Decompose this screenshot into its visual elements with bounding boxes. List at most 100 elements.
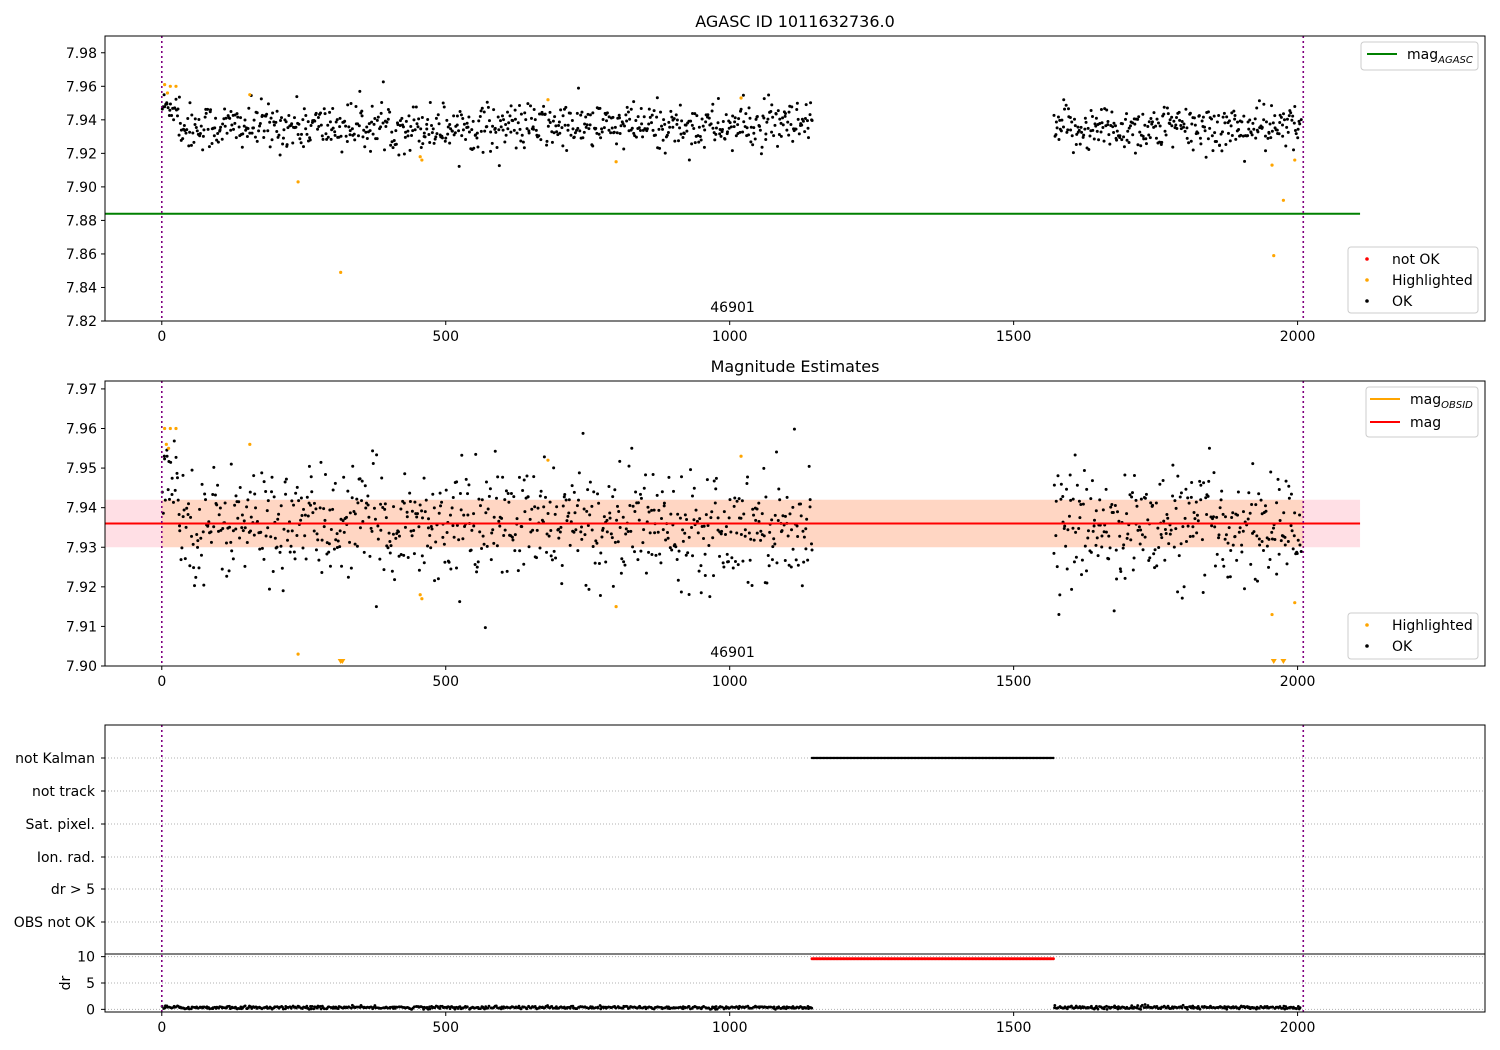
ok-point (801, 529, 805, 533)
highlighted-point (1281, 198, 1285, 202)
ok-point (732, 504, 736, 508)
ok-point (484, 511, 488, 515)
ok-point (1282, 112, 1286, 116)
ok-point (765, 581, 769, 585)
ok-point (1099, 108, 1103, 112)
ok-point (684, 553, 688, 557)
ok-point (689, 468, 693, 472)
ok-point (373, 517, 377, 521)
ok-point (430, 124, 434, 128)
ok-point (1170, 124, 1174, 128)
ok-point (1079, 502, 1083, 506)
ok-point (678, 126, 682, 130)
highlighted-point (248, 93, 252, 97)
ok-point (772, 134, 776, 138)
ok-point (690, 526, 694, 530)
ok-point (361, 520, 365, 524)
ok-point (1220, 489, 1224, 493)
ok-point (648, 115, 652, 119)
ok-point (217, 513, 221, 517)
ok-point (625, 105, 629, 109)
ok-point (478, 504, 482, 508)
ok-point (1223, 121, 1227, 125)
ok-point (1236, 120, 1240, 124)
ok-point (636, 115, 640, 119)
ok-point (483, 129, 487, 133)
ok-point (752, 131, 756, 135)
dr-point (1181, 1003, 1185, 1007)
ok-point (743, 528, 747, 532)
ok-point (577, 471, 581, 475)
ok-point (362, 550, 366, 554)
ok-point (269, 535, 273, 539)
dr-point (720, 1005, 724, 1009)
ok-point (383, 502, 387, 506)
ok-point (637, 126, 641, 130)
ok-point (346, 489, 350, 493)
ok-point (279, 119, 283, 123)
ok-point (719, 134, 723, 138)
ok-point (803, 130, 807, 134)
dr-point (465, 1005, 469, 1009)
ok-point (240, 526, 244, 530)
ok-point (740, 499, 744, 503)
ok-point (1198, 136, 1202, 140)
ok-point (403, 135, 407, 139)
ok-point (1093, 122, 1097, 126)
ok-point (505, 569, 509, 573)
ok-point (675, 558, 679, 562)
ok-point (576, 549, 580, 553)
ok-point (1077, 128, 1081, 132)
ok-point (290, 499, 294, 503)
ok-point (374, 605, 378, 609)
ok-point (449, 567, 453, 571)
ok-point (776, 109, 780, 113)
x-tick-label: 0 (157, 329, 166, 345)
ok-point (493, 126, 497, 130)
ok-point (779, 121, 783, 125)
ok-point (285, 143, 289, 147)
ok-point (1247, 491, 1251, 495)
ok-point (1178, 495, 1182, 499)
ok-point (476, 145, 480, 149)
ok-point (417, 525, 421, 529)
ok-point (1104, 530, 1108, 534)
ok-point (801, 119, 805, 123)
ok-point (727, 126, 731, 130)
ok-point (783, 114, 787, 118)
ok-point (265, 509, 269, 513)
ok-point (1207, 479, 1211, 483)
ok-point (328, 508, 332, 512)
ok-point (1139, 528, 1143, 532)
ok-point (236, 516, 240, 520)
ok-point (563, 492, 567, 496)
ok-point (685, 129, 689, 133)
ok-point (216, 131, 220, 135)
ok-point (1064, 103, 1068, 107)
y-tick-label: 7.92 (66, 146, 97, 162)
ok-point (1264, 120, 1268, 124)
ok-point (644, 571, 648, 575)
ok-point (416, 125, 420, 129)
ok-point (751, 143, 755, 147)
ok-point (692, 486, 696, 490)
ok-point (639, 496, 643, 500)
ok-point (538, 494, 542, 498)
ok-point (331, 507, 335, 511)
ok-point (648, 531, 652, 535)
ok-point (599, 136, 603, 140)
ok-point (509, 130, 513, 134)
ok-point (401, 125, 405, 129)
ok-point (1162, 105, 1166, 109)
ok-point (1298, 543, 1302, 547)
ok-point (437, 511, 441, 515)
ok-point (1101, 508, 1105, 512)
ok-point (531, 528, 535, 532)
ok-point (628, 504, 632, 508)
ok-point (183, 557, 187, 561)
x-tick-label: 2000 (1280, 1020, 1316, 1036)
ok-point (389, 544, 393, 548)
ok-point (354, 105, 358, 109)
highlighted-offscale-marker (339, 659, 346, 664)
ok-point (1152, 552, 1156, 556)
